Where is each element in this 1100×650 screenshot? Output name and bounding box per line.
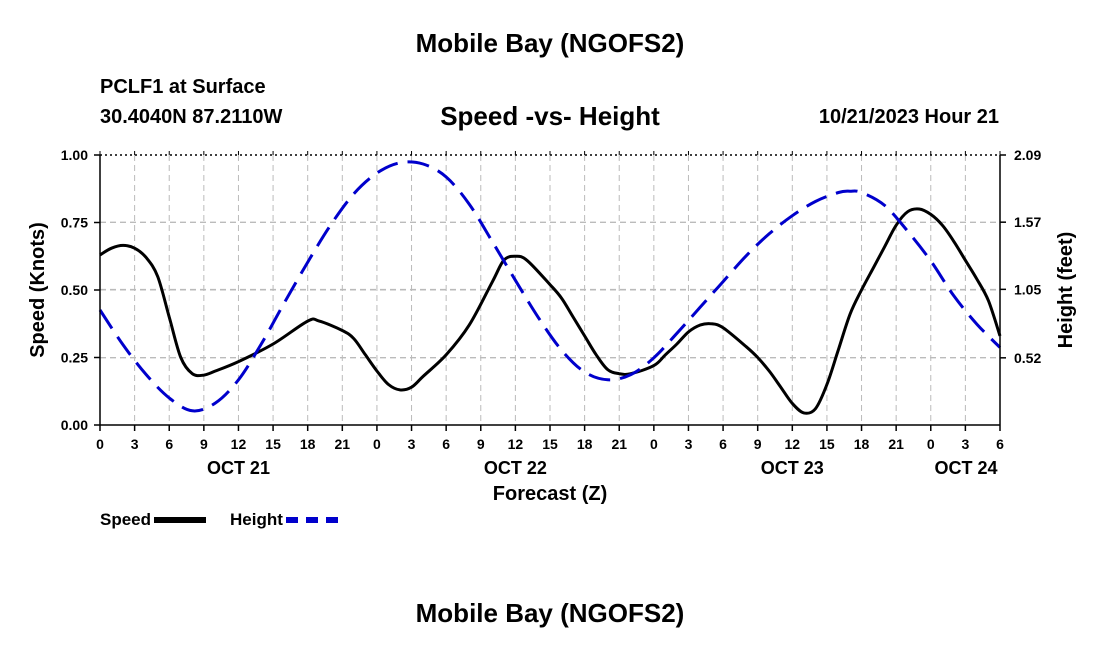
x-tick-label: 3 [685,436,693,452]
x-tick-label: 12 [231,436,247,452]
y-tick-label: 0.00 [61,417,88,433]
x-tick-label: 0 [96,436,104,452]
y-tick-label: 0.75 [61,215,88,231]
x-tick-label: 21 [335,436,351,452]
x-tick-label: 18 [577,436,593,452]
x-tick-label: 18 [300,436,316,452]
series-line-height [98,160,1002,413]
x-tick-label: 0 [650,436,658,452]
x-tick-label: 21 [888,436,904,452]
station-coordinates: 30.4040N 87.2110W [100,106,283,128]
x-tick-label: 6 [996,436,1004,452]
x-tick-label: 12 [508,436,524,452]
x-tick-label: 9 [754,436,762,452]
y2-tick-label: 2.09 [1014,147,1041,163]
x-tick-label: 15 [542,436,558,452]
legend-speed-swatch [154,517,207,523]
y-tick-label: 1.00 [61,147,88,163]
x-tick-label: 9 [477,436,485,452]
y-tick-label: 0.50 [61,282,88,298]
station-label: PCLF1 at Surface [100,76,266,98]
legend-speed: Speed [100,510,207,530]
legend-height-label: Height [230,510,283,529]
x-tick-label: 21 [611,436,627,452]
x-tick-label: 6 [165,436,173,452]
axes-layer: 0 3 6 9 12 15 18 21 0 3 6 9 12 15 18 21 0 3 6 9 12 15 18 21 0 3 6 0… [61,147,1042,478]
x-tick-label: 15 [819,436,835,452]
x-tick-label: 3 [408,436,416,452]
x-tick-label: 0 [927,436,935,452]
chart-subtitle: Speed -vs- Height [440,101,660,131]
date-label: OCT 23 [761,458,824,478]
chart-main-title: Mobile Bay (NGOFS2) [415,28,685,58]
x-tick-label: 3 [961,436,969,452]
x-tick-label: 9 [200,436,208,452]
y-tick-label: 0.25 [61,350,88,366]
date-label: OCT 22 [484,458,547,478]
legend-height: Height [230,510,338,530]
grid-lines [100,155,1000,425]
x-tick-label: 6 [719,436,727,452]
x-tick-label: 15 [265,436,281,452]
y2-tick-label: 1.05 [1014,281,1041,297]
x-tick-label: 3 [131,436,139,452]
legend-speed-label: Speed [100,510,152,529]
series-layer [98,160,1002,415]
x-axis-title: Forecast (Z) [493,483,607,505]
date-label: OCT 24 [934,458,997,478]
x-tick-label: 6 [442,436,450,452]
footer-title: Mobile Bay (NGOFS2) [415,598,685,628]
forecast-timestamp: 10/21/2023 Hour 21 [818,106,999,128]
x-tick-label: 18 [854,436,870,452]
y2-tick-label: 0.52 [1014,350,1041,366]
y2-tick-label: 1.57 [1014,214,1041,230]
series-line-speed [99,207,1002,415]
x-tick-label: 12 [785,436,801,452]
x-tick-label: 0 [373,436,381,452]
y2-axis-title: Height (feet) [1055,232,1077,349]
legend-height-swatch [285,517,338,523]
y-axis-title: Speed (Knots) [27,222,49,358]
date-label: OCT 21 [207,458,270,478]
